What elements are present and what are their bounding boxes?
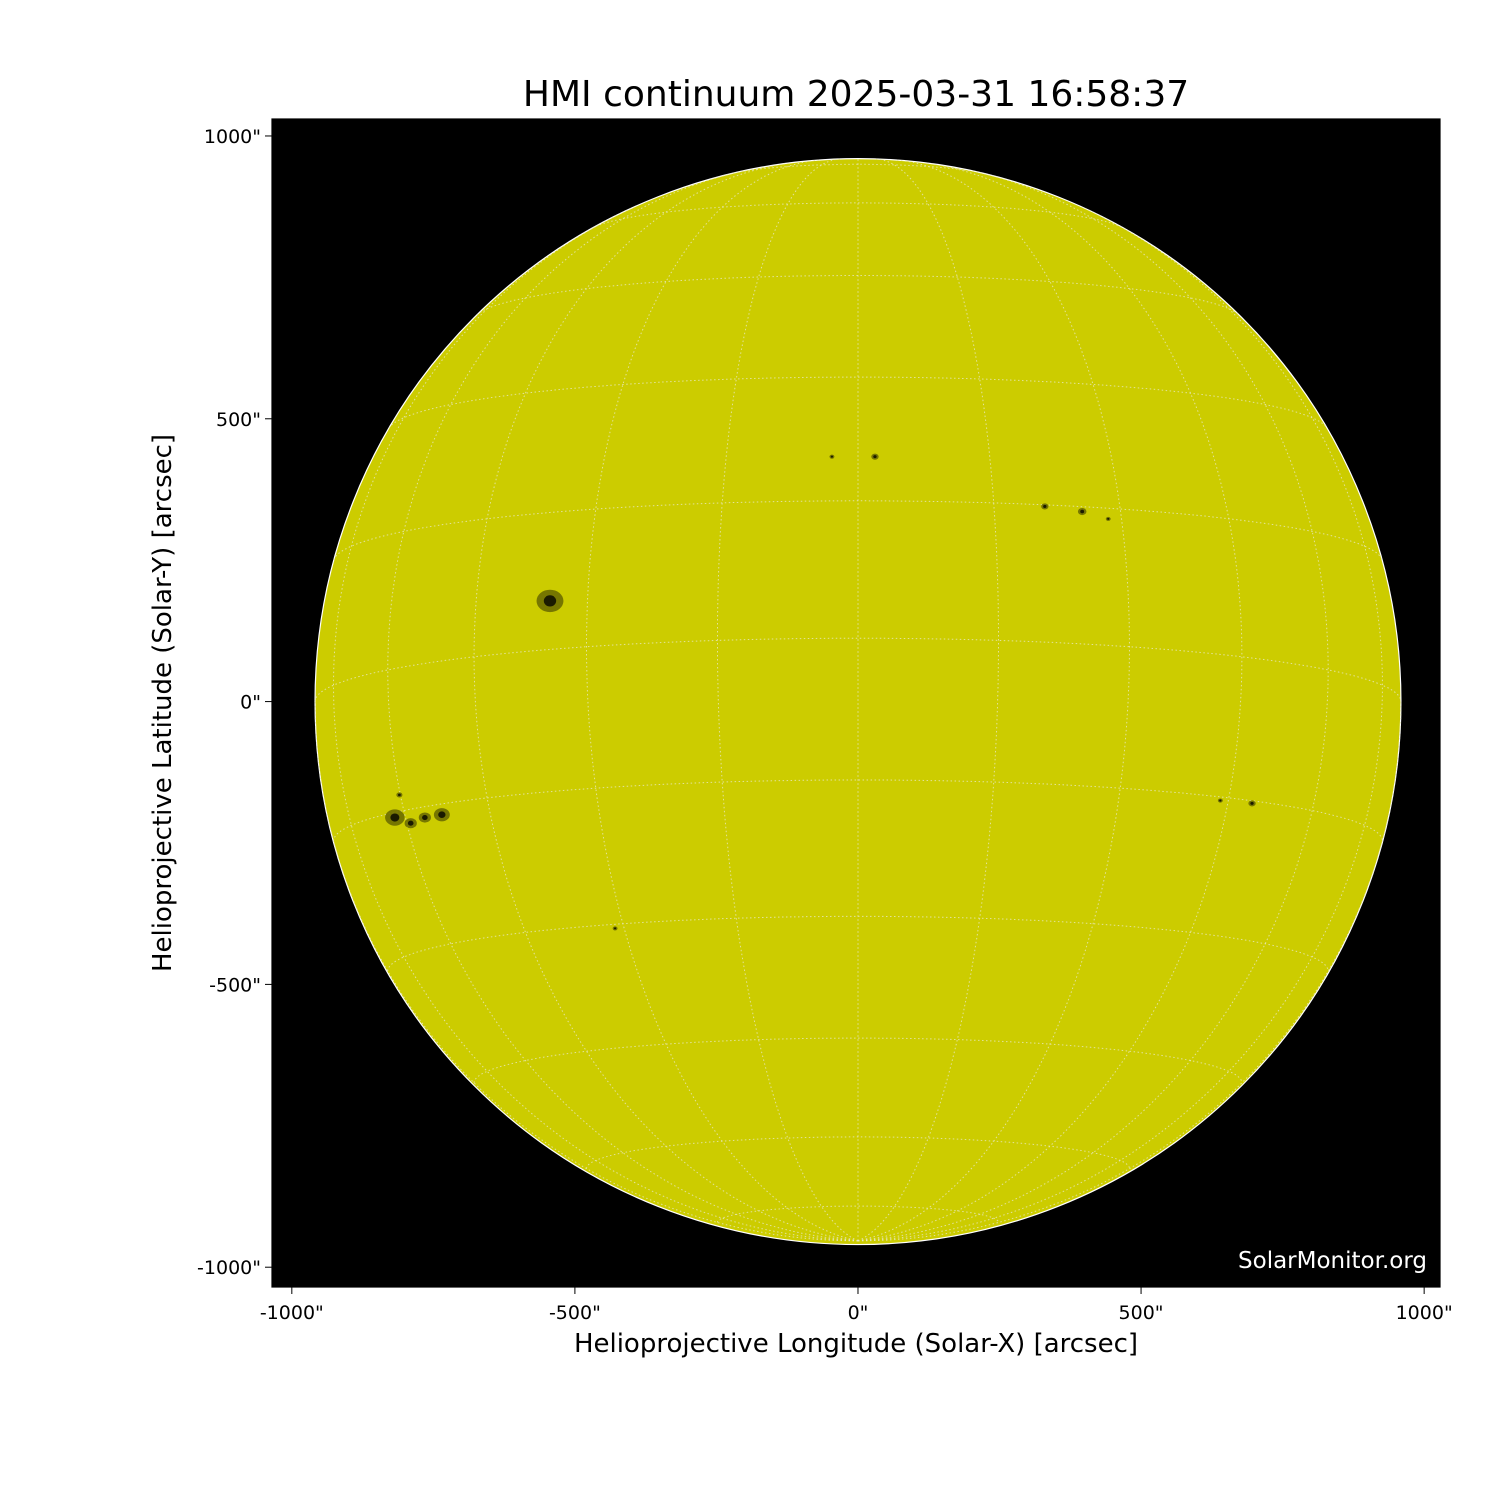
x-tick-label: -500" [549,1302,601,1324]
longitude-gridline [857,162,1243,1242]
sunspot-umbra [613,927,617,930]
sunspot-umbra [543,595,557,607]
longitude-gridline [857,170,1329,1242]
longitude-gridline [387,170,859,1242]
axes-frame [271,118,1441,1288]
longitude-gridline [857,159,1131,1242]
sunspot-umbra [438,811,446,819]
sunspot-umbra [1219,799,1222,802]
watermark: SolarMonitor.org [1238,1248,1427,1274]
sunspot-umbra [390,813,400,822]
longitude-gridline [857,701,1402,1242]
longitude-gridline [586,159,859,1242]
longitude-gridline [314,701,859,1242]
sunspot-umbra [1080,509,1085,514]
x-axis-label: Helioprojective Longitude (Solar-X) [arc… [574,1329,1138,1359]
sunspot-umbra [407,820,414,826]
x-tick-label: 500" [1119,1302,1164,1324]
longitude-gridline [473,162,859,1242]
y-tick-label: 1000" [204,126,261,148]
y-tick-label: -500" [209,974,261,996]
x-tick-label: 1000" [1396,1302,1453,1324]
latitude-gridline [388,376,1328,429]
sunspot-umbra [397,793,401,797]
chart-title: HMI continuum 2025-03-31 16:58:37 [522,74,1190,115]
x-tick-label: -1000" [260,1302,324,1324]
y-tick-label: 0" [240,692,261,714]
latitude-gridline [387,915,1329,972]
x-tick-label: 0" [848,1302,869,1324]
sunspot-umbra [422,814,428,821]
sunspot-umbra [830,455,834,458]
sunspot-umbra [873,455,877,459]
sunspot-umbra [1250,801,1254,805]
latitude-gridline [476,275,1240,316]
solar-disk [314,158,1402,1246]
latitude-gridline [586,1136,1130,1169]
y-tick-label: 500" [216,409,261,431]
sunspot-umbra [1043,504,1047,508]
y-axis-label: Helioprojective Latitude (Solar-Y) [arcs… [148,434,178,972]
longitude-gridline [857,158,999,1242]
sunspot-umbra [1107,517,1110,520]
y-tick-label: -1000" [197,1257,261,1279]
latitude-gridline [592,202,1124,229]
longitude-gridline [717,158,859,1242]
